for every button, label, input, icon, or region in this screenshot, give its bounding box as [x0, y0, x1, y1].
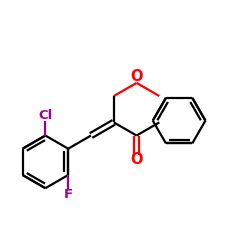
- Text: F: F: [64, 188, 73, 202]
- Text: O: O: [130, 69, 143, 84]
- Text: O: O: [130, 152, 143, 167]
- Text: Cl: Cl: [38, 109, 52, 122]
